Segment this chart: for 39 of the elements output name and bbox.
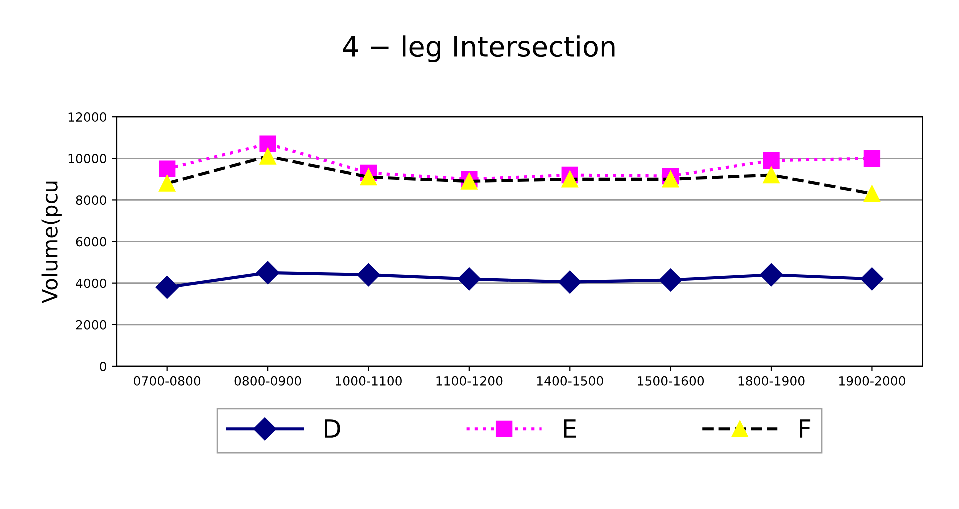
legend-label: D xyxy=(325,420,340,438)
point xyxy=(763,166,780,184)
point xyxy=(864,186,881,202)
point xyxy=(864,150,881,167)
point xyxy=(458,268,481,291)
point xyxy=(260,148,276,165)
y-tick-label: 4000 xyxy=(76,278,106,288)
legend-label: E xyxy=(564,420,576,438)
point xyxy=(558,270,582,294)
point xyxy=(360,169,378,186)
point xyxy=(159,160,176,178)
point xyxy=(763,152,780,170)
y-axis-title: Volume(pcu xyxy=(42,182,62,304)
x-tick-label: 1800-1900 xyxy=(738,376,805,386)
x-tick-label: 0700-0800 xyxy=(134,376,201,386)
point xyxy=(260,136,276,152)
y-tick-label: 8000 xyxy=(76,196,106,206)
point xyxy=(860,268,884,291)
y-tick-label: 6000 xyxy=(76,237,106,247)
x-tick-label: 1000-1100 xyxy=(336,376,402,386)
x-tick-label: 1100-1200 xyxy=(436,376,503,386)
chart-title: 4 − leg Intersection xyxy=(343,36,615,63)
point xyxy=(659,268,682,292)
y-tick-label: 0 xyxy=(100,362,106,372)
point xyxy=(357,264,380,287)
legend-label: F xyxy=(800,420,811,438)
point xyxy=(562,171,578,188)
x-tick-label: 1400-1500 xyxy=(537,376,604,386)
y-tick-label: 12000 xyxy=(68,112,106,122)
y-tick-label: 2000 xyxy=(76,320,106,330)
point xyxy=(159,175,176,192)
point xyxy=(760,264,784,287)
x-tick-label: 1900-2000 xyxy=(840,376,906,386)
point xyxy=(256,261,280,284)
x-tick-label: 0800-0900 xyxy=(234,376,302,386)
x-tick-label: 1500-1600 xyxy=(638,376,704,386)
point xyxy=(156,276,179,299)
y-tick-label: 10000 xyxy=(68,154,106,164)
point xyxy=(662,171,680,188)
